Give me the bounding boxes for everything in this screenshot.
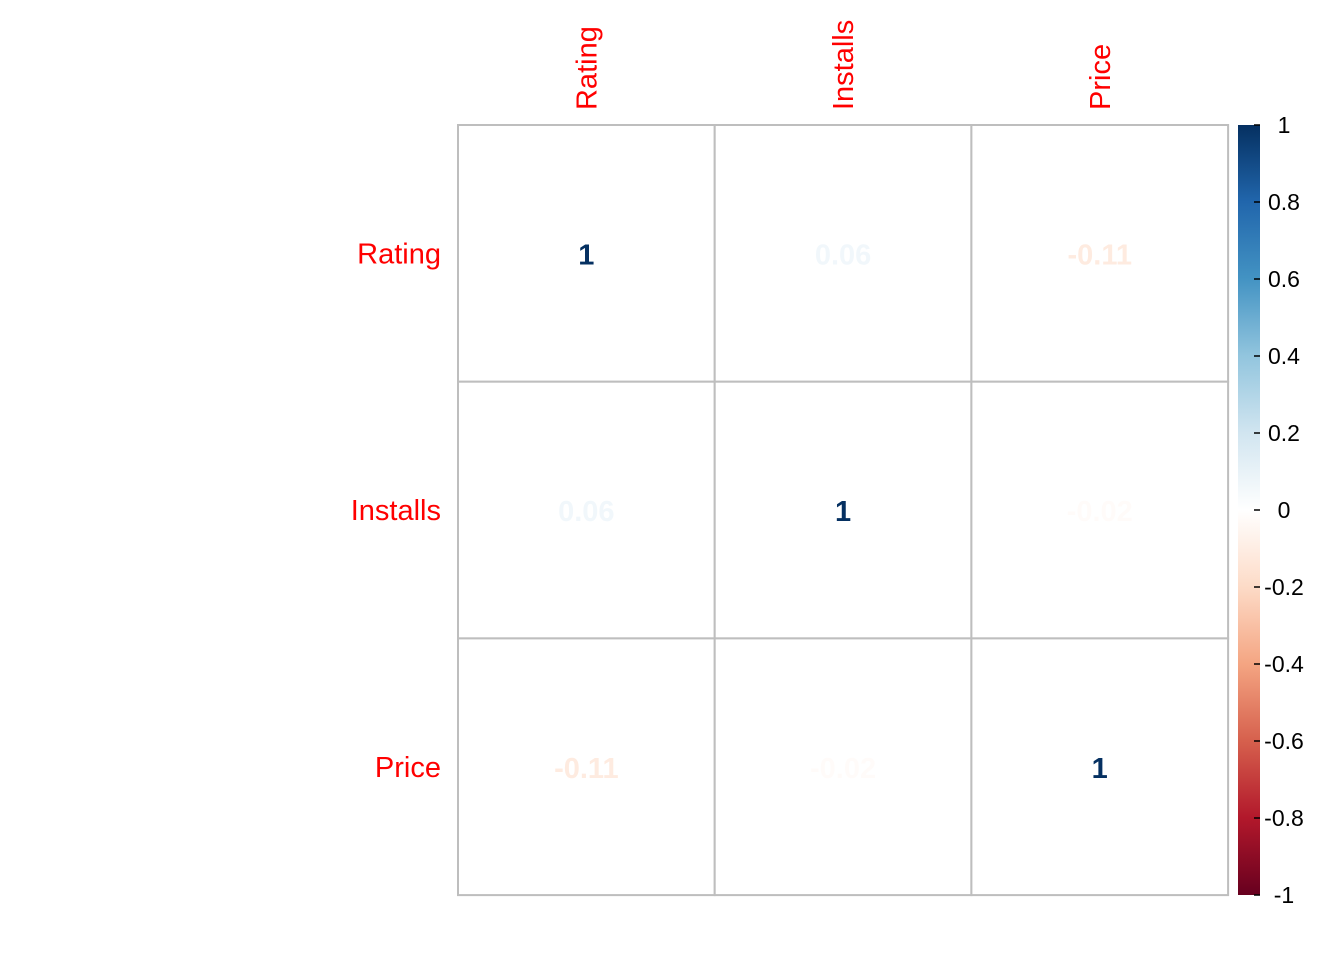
colorbar-tick-label: 0.6 <box>1268 266 1300 292</box>
column-label: Installs <box>828 20 860 110</box>
matrix-cell <box>713 637 973 897</box>
matrix-cell <box>970 637 1230 897</box>
matrix-cell <box>713 124 973 383</box>
cell-value-label: -0.02 <box>810 753 876 785</box>
cell-value-label: 1 <box>1092 753 1108 785</box>
cell-value-label: 0.06 <box>558 496 614 528</box>
cell-value-label: 1 <box>835 496 851 528</box>
colorbar-tick-label: 0.4 <box>1268 343 1300 369</box>
matrix-cell <box>457 637 716 897</box>
colorbar-tick-label: -0.4 <box>1264 651 1304 677</box>
matrix-cells: 1 0.06 -0.11 0.06 1 -0.02 -0.11 -0.02 1 <box>457 124 1230 897</box>
colorbar-tick-label: -0.2 <box>1264 574 1304 600</box>
colorbar-tick-label: 0 <box>1278 497 1291 523</box>
matrix-cell <box>457 124 716 383</box>
colorbar-tick-label: -0.8 <box>1264 805 1304 831</box>
colorbar-tick-label: -0.6 <box>1264 728 1304 754</box>
colorbar-tick-label: -1 <box>1274 882 1294 908</box>
matrix-cell <box>970 124 1230 383</box>
column-label: Price <box>1085 44 1117 110</box>
cell-value-label: 0.06 <box>815 239 871 271</box>
row-label: Price <box>375 752 441 784</box>
column-labels: Rating Installs Price <box>571 20 1116 110</box>
cell-value-label: -0.02 <box>1067 496 1133 528</box>
matrix-cell <box>970 380 1230 640</box>
row-label: Rating <box>357 238 441 270</box>
row-labels: Rating Installs Price <box>351 238 441 783</box>
cell-value-label: -0.11 <box>554 753 619 785</box>
column-label: Rating <box>571 26 603 110</box>
colorbar-tick-label: 0.2 <box>1268 420 1300 446</box>
colorbar-tick-label: 1 <box>1278 112 1291 138</box>
colorbar-gradient <box>1238 125 1260 895</box>
matrix-cell <box>713 380 973 640</box>
colorbar: 1 0.8 0.6 0.4 0.2 0 -0.2 -0.4 -0.6 -0.8 -1 <box>1238 112 1304 908</box>
cell-value-label: 1 <box>578 239 594 271</box>
row-label: Installs <box>351 495 441 527</box>
matrix-cell <box>457 380 716 640</box>
cell-value-label: -0.11 <box>1068 239 1133 271</box>
colorbar-tick-label: 0.8 <box>1268 189 1300 215</box>
